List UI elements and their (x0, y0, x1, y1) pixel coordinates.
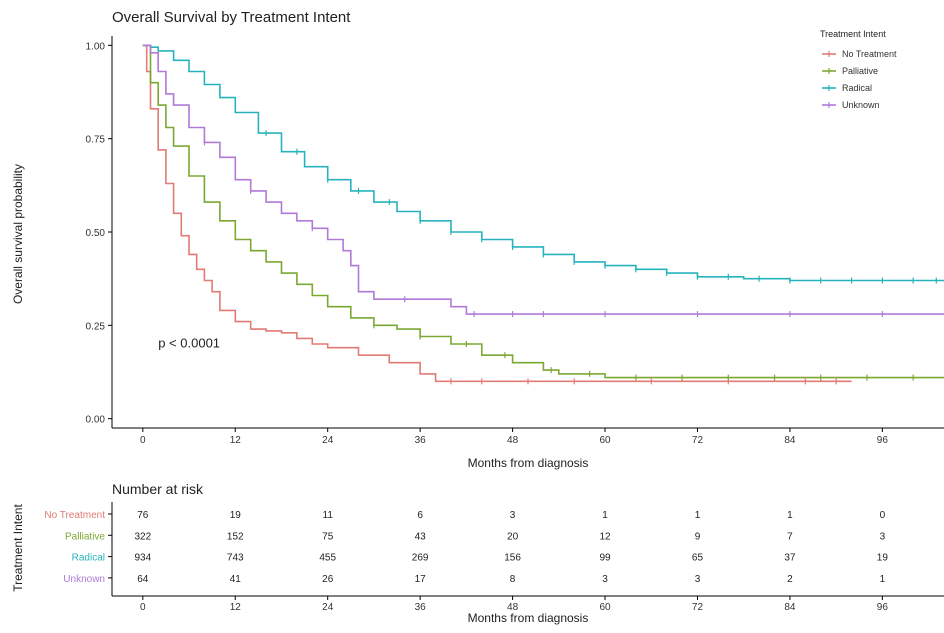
legend: Treatment Intent No Treatment Palliative R… (820, 29, 897, 110)
risk-count: 152 (227, 531, 244, 542)
y-tick-label: 0.75 (86, 135, 106, 146)
risk-count: 99 (599, 553, 611, 564)
survival-plot: Overall Survival by Treatment Intent Ove… (11, 9, 944, 470)
risk-count: 1 (695, 510, 701, 521)
risk-table-y-label: Treatment Intent (11, 504, 25, 592)
legend-label: Unknown (842, 100, 880, 110)
x-axis-ticks: 0 12 24 36 48 60 72 84 96 (140, 428, 888, 446)
p-value-annotation: p < 0.0001 (158, 336, 220, 351)
risk-table: Number at risk Treatment Intent Months f… (11, 481, 944, 625)
risk-row-labels: No Treatment Palliative Radical Unknown (44, 510, 112, 585)
x-tick-label: 24 (322, 435, 334, 446)
x-axis-label: Months from diagnosis (468, 456, 589, 470)
risk-count: 12 (599, 531, 611, 542)
risk-count: 3 (695, 574, 701, 585)
legend-label: Palliative (842, 66, 878, 76)
risk-count: 41 (230, 574, 242, 585)
risk-count: 3 (880, 531, 886, 542)
y-tick-label: 0.25 (86, 321, 106, 332)
risk-row-label: Radical (72, 553, 105, 564)
y-tick-label: 0.00 (86, 415, 106, 426)
risk-x-tick-label: 60 (599, 602, 611, 613)
risk-count: 26 (322, 574, 334, 585)
risk-count: 65 (692, 553, 704, 564)
x-tick-label: 48 (507, 435, 519, 446)
risk-x-tick-label: 72 (692, 602, 704, 613)
risk-count: 934 (134, 553, 151, 564)
risk-count: 9 (695, 531, 701, 542)
curve-radical (142, 44, 944, 282)
risk-count: 269 (412, 553, 429, 564)
risk-count: 743 (227, 553, 244, 564)
risk-x-tick-label: 48 (507, 602, 519, 613)
survival-curves (142, 44, 944, 383)
risk-count: 20 (507, 531, 519, 542)
y-axis-ticks: 0.00 0.25 0.50 0.75 1.00 (86, 41, 112, 426)
y-axis-label: Overall survival probability (11, 164, 25, 304)
censor-marks (203, 130, 937, 385)
x-tick-label: 72 (692, 435, 704, 446)
risk-table-title: Number at risk (112, 481, 204, 497)
y-tick-label: 0.50 (86, 228, 106, 239)
risk-count: 6 (417, 510, 423, 521)
risk-x-tick-label: 0 (140, 602, 146, 613)
risk-x-tick-label: 96 (877, 602, 889, 613)
curve-palliative (142, 44, 944, 379)
risk-count: 19 (230, 510, 242, 521)
risk-count: 156 (504, 553, 521, 564)
risk-count: 1 (787, 510, 793, 521)
risk-row-label: Palliative (65, 531, 105, 542)
y-tick-label: 1.00 (86, 41, 106, 52)
risk-count: 1 (602, 510, 608, 521)
risk-count: 76 (137, 510, 149, 521)
x-tick-label: 96 (877, 435, 889, 446)
risk-count: 455 (319, 553, 336, 564)
x-tick-label: 36 (415, 435, 427, 446)
legend-items: No Treatment Palliative Radical Unknown (822, 49, 897, 110)
curve-unknown (142, 44, 944, 315)
chart-title: Overall Survival by Treatment Intent (112, 9, 351, 26)
risk-count: 2 (787, 574, 793, 585)
risk-x-tick-label: 36 (415, 602, 427, 613)
x-tick-label: 84 (784, 435, 796, 446)
risk-x-tick-label: 24 (322, 602, 334, 613)
risk-count: 19 (877, 553, 889, 564)
risk-count: 3 (510, 510, 516, 521)
risk-count: 64 (137, 574, 149, 585)
risk-count: 7 (787, 531, 793, 542)
risk-count: 0 (880, 510, 886, 521)
risk-table-x-label: Months from diagnosis (468, 611, 589, 625)
x-tick-label: 12 (230, 435, 242, 446)
x-tick-label: 60 (599, 435, 611, 446)
risk-row-label: Unknown (63, 574, 105, 585)
legend-label: Radical (842, 83, 872, 93)
risk-count: 17 (415, 574, 427, 585)
risk-count: 322 (134, 531, 151, 542)
risk-x-tick-label: 12 (230, 602, 242, 613)
risk-count: 75 (322, 531, 334, 542)
risk-row-label: No Treatment (44, 510, 105, 521)
risk-count: 11 (323, 510, 334, 521)
risk-count: 8 (510, 574, 516, 585)
legend-label: No Treatment (842, 49, 897, 59)
risk-count: 3 (602, 574, 608, 585)
x-tick-label: 0 (140, 435, 146, 446)
risk-x-tick-label: 84 (784, 602, 796, 613)
risk-count: 1 (880, 574, 886, 585)
risk-x-ticks: 0 12 24 36 48 60 72 84 96 (140, 596, 888, 613)
legend-title: Treatment Intent (820, 29, 886, 39)
risk-count: 37 (784, 553, 796, 564)
risk-count: 43 (415, 531, 427, 542)
curve-no-treatment (142, 44, 852, 383)
